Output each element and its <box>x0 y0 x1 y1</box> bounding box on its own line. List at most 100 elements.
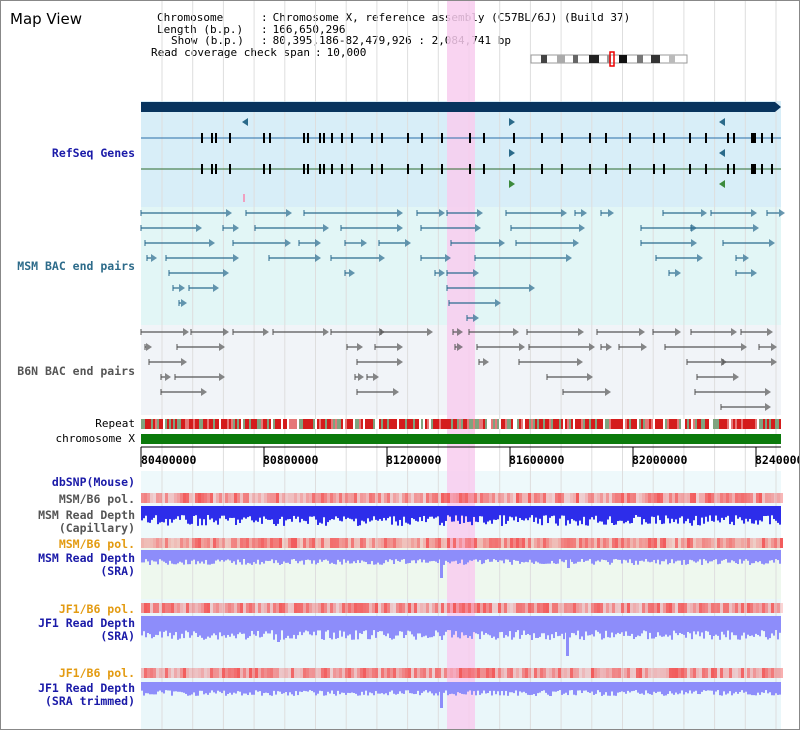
read-depth-bar <box>721 616 723 632</box>
polymorphism-cell <box>714 538 717 548</box>
repeat-element <box>197 419 199 429</box>
read-depth-bar <box>733 616 735 636</box>
polymorphism-cell <box>645 538 648 548</box>
read-depth-bar <box>307 616 309 632</box>
read-depth-bar <box>765 550 767 564</box>
repeat-element <box>497 419 499 429</box>
read-depth-bar <box>329 682 331 694</box>
polymorphism-cell <box>702 538 705 548</box>
repeat-element <box>521 419 523 429</box>
read-depth-bar <box>193 682 195 693</box>
read-depth-bar <box>519 682 521 692</box>
read-depth-bar <box>525 506 527 519</box>
read-depth-bar <box>547 616 549 636</box>
read-depth-bar <box>723 682 725 692</box>
read-depth-bar <box>609 506 611 517</box>
track-label-msm-bac[interactable]: MSM BAC end pairs <box>17 259 135 273</box>
read-depth-bar <box>625 550 627 561</box>
read-depth-bar <box>179 682 181 692</box>
read-depth-bar <box>403 550 405 560</box>
msm-bac-pair-arrow <box>566 254 572 262</box>
read-depth-bar <box>559 616 561 636</box>
polymorphism-cell <box>501 603 504 613</box>
read-depth-bar <box>259 506 261 518</box>
read-depth-bar <box>525 682 527 694</box>
polymorphism-cell <box>309 603 312 613</box>
polymorphism-cell <box>402 668 405 678</box>
b6n-bac-pair-arrow <box>771 343 777 351</box>
exon <box>751 164 756 174</box>
polymorphism-cell <box>405 493 408 503</box>
polymorphism-cell <box>627 493 630 503</box>
repeat-element <box>509 419 511 429</box>
read-depth-bar <box>447 682 449 696</box>
read-depth-bar <box>621 682 623 692</box>
polymorphism-cell <box>660 603 663 613</box>
track-label-dbsnp[interactable]: dbSNP(Mouse) <box>51 475 135 489</box>
polymorphism-cell <box>141 603 144 613</box>
repeat-element <box>339 419 341 429</box>
b6n-bac-pair-arrow <box>397 343 403 351</box>
repeat-element <box>251 419 253 429</box>
read-depth-bar <box>181 550 183 563</box>
polymorphism-cell <box>474 603 477 613</box>
read-depth-bar <box>591 682 593 692</box>
polymorphism-cell <box>480 493 483 503</box>
read-depth-bar <box>527 506 529 521</box>
polymorphism-cell <box>396 538 399 548</box>
read-depth-bar <box>205 682 207 694</box>
polymorphism-cell <box>153 538 156 548</box>
polymorphism-cell <box>657 493 660 503</box>
read-depth-bar <box>769 550 771 561</box>
repeat-element <box>695 419 697 429</box>
track-label-b6n-bac[interactable]: B6N BAC end pairs <box>17 364 135 378</box>
read-depth-bar <box>707 682 709 691</box>
polymorphism-cell <box>396 493 399 503</box>
repeat-element <box>291 419 293 429</box>
read-depth-bar <box>755 682 757 696</box>
polymorphism-cell <box>726 493 729 503</box>
polymorphism-cell <box>603 603 606 613</box>
read-depth-bar <box>779 682 781 695</box>
read-depth-bar <box>233 550 235 562</box>
repeat-element <box>243 419 245 429</box>
repeat-element <box>445 419 447 429</box>
read-depth-bar <box>251 616 253 631</box>
read-depth-bar <box>663 616 665 637</box>
polymorphism-cell <box>423 493 426 503</box>
read-depth-bar <box>659 506 661 521</box>
read-depth-bar <box>479 616 481 640</box>
polymorphism-cell <box>378 668 381 678</box>
exon <box>371 133 373 143</box>
polymorphism-cell <box>168 668 171 678</box>
read-depth-bar <box>321 506 323 524</box>
read-depth-bar <box>567 682 569 696</box>
exon <box>319 164 321 174</box>
read-depth-bar <box>157 682 159 692</box>
read-depth-bar <box>409 682 411 694</box>
repeat-element <box>149 419 151 429</box>
polymorphism-cell <box>528 493 531 503</box>
read-depth-bar <box>291 506 293 522</box>
read-depth-bar <box>521 506 523 520</box>
polymorphism-cell <box>477 493 480 503</box>
b6n-bac-pair-arrow <box>605 388 611 396</box>
read-depth-bar <box>323 616 325 640</box>
polymorphism-cell <box>219 668 222 678</box>
polymorphism-cell <box>459 603 462 613</box>
polymorphism-cell <box>405 538 408 548</box>
polymorphism-cell <box>252 538 255 548</box>
repeat-element <box>645 419 647 429</box>
exon <box>771 164 773 174</box>
read-depth-bar <box>703 682 705 691</box>
polymorphism-cell <box>453 538 456 548</box>
read-depth-bar <box>211 550 213 564</box>
polymorphism-cell <box>210 493 213 503</box>
read-depth-bar <box>545 550 547 564</box>
polymorphism-cell <box>696 538 699 548</box>
polymorphism-cell <box>534 603 537 613</box>
track-label-refseq[interactable]: RefSeq Genes <box>51 146 135 160</box>
polymorphism-cell <box>231 538 234 548</box>
read-depth-bar <box>453 550 455 562</box>
